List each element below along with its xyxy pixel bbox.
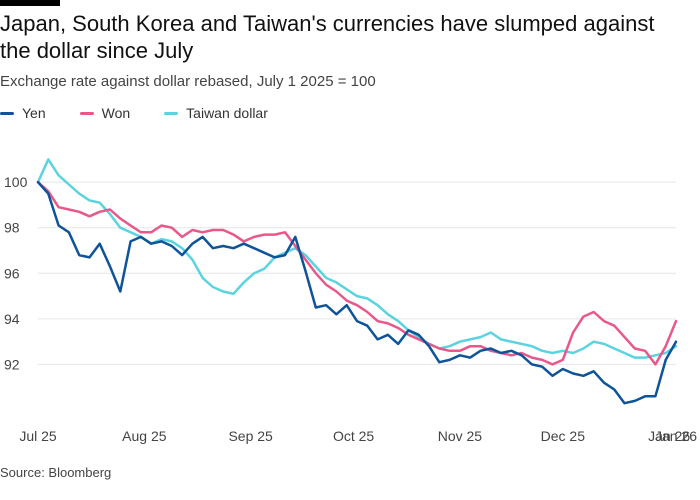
legend-swatch-won [79, 111, 94, 115]
y-tick-label-96: 96 [4, 265, 20, 281]
legend-swatch-taiwan-dollar [164, 111, 179, 115]
legend-item-taiwan-dollar: Taiwan dollar [164, 105, 268, 121]
x-tick-label-oct-25: Oct 25 [333, 428, 374, 444]
brand-bar [0, 0, 60, 6]
legend-swatch-yen [0, 111, 14, 115]
x-tick-label-jan-26: Jan 26 [648, 428, 690, 444]
legend-label-taiwan-dollar: Taiwan dollar [186, 105, 268, 121]
chart-title: Japan, South Korea and Taiwan's currenci… [0, 11, 655, 63]
x-tick-label-aug-25: Aug 25 [122, 428, 167, 444]
x-tick-label-end-jan-26: Jan 26 [655, 428, 697, 444]
y-tick-label-92: 92 [4, 356, 20, 372]
y-tick-label-94: 94 [4, 311, 20, 327]
series-line-taiwan-dollar [36, 158, 678, 359]
x-tick-label-sep-25: Sep 25 [228, 428, 273, 444]
y-tick-label-100: 100 [4, 174, 28, 190]
series-line-yen [36, 180, 678, 405]
x-tick-label-jul-25: Jul 25 [19, 428, 57, 444]
legend-item-won: Won [79, 105, 131, 121]
legend-label-yen: Yen [22, 105, 46, 121]
legend: Yen Won Taiwan dollar [0, 103, 302, 123]
chart-subtitle: Exchange rate against dollar rebased, Ju… [0, 73, 376, 90]
source-note: Source: Bloomberg [0, 465, 112, 480]
y-tick-label-98: 98 [4, 220, 20, 236]
legend-label-won: Won [101, 105, 131, 121]
x-tick-label-dec-25: Dec 25 [541, 428, 586, 444]
x-tick-label-nov-25: Nov 25 [438, 428, 483, 444]
series-line-won [36, 180, 678, 366]
legend-item-yen: Yen [0, 105, 46, 121]
